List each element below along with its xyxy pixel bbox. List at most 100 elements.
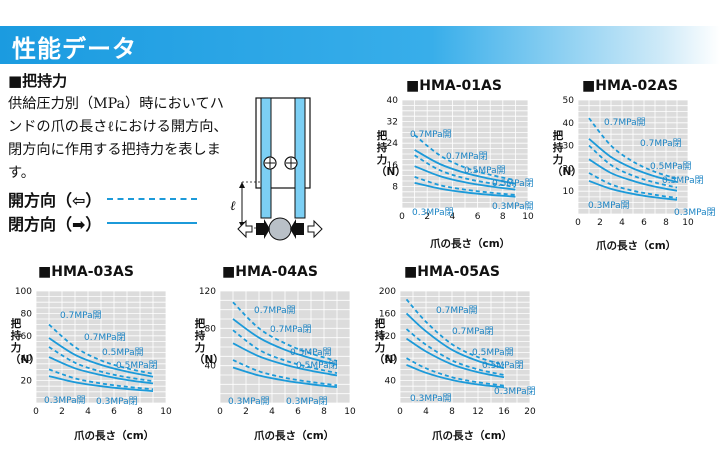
x-axis-label: 爪の長さ（cm） [254, 430, 335, 442]
legend-open: 開方向（⇦） [8, 187, 198, 211]
series-annotation: 0.5MPa閉 [296, 360, 338, 371]
chart-title-hma-01as: ■HMA-01AS [406, 78, 502, 94]
x-tick-label: 10 [682, 218, 694, 228]
y-tick-label: 20 [21, 377, 33, 387]
x-axis-label: 爪の長さ（cm） [596, 240, 677, 252]
series-line-open-05 [414, 154, 516, 188]
series-line-closed-07 [232, 318, 338, 366]
x-axis-label: 爪の長さ（cm） [74, 430, 155, 442]
series-annotation: 0.3MPa開 [492, 201, 534, 212]
x-tick-label: 20 [524, 407, 536, 417]
x-tick-label: 10 [522, 212, 534, 222]
series-annotation: 0.7MPa閉 [270, 324, 312, 335]
series-annotation: 0.7MPa開 [254, 305, 296, 316]
chart-title-hma-04as: ■HMA-04AS [222, 264, 318, 280]
y-tick-label: 80 [21, 309, 33, 319]
y-tick-label: 100 [15, 287, 32, 297]
y-tick-label: 10 [563, 187, 575, 197]
y-axis-label: 把持力（N） [552, 130, 582, 178]
series-line-open-07 [405, 298, 505, 366]
series-line-closed-03 [588, 180, 678, 201]
legend-closed-label: 閉方向（➡） [8, 215, 102, 234]
x-tick-label: 8 [321, 407, 327, 417]
series-annotation: 0.3MPa閉 [96, 396, 138, 407]
y-tick-label: 40 [563, 119, 575, 129]
series-line-open-05 [588, 144, 678, 189]
chart-title-hma-03as: ■HMA-03AS [38, 264, 134, 280]
plot-area [220, 291, 350, 403]
series-annotation: 0.3MPa閉 [674, 207, 716, 218]
x-tick-label: 2 [243, 407, 249, 417]
x-tick-label: 4 [423, 407, 429, 417]
series-line-open-07 [588, 117, 678, 180]
legend-open-line [107, 198, 198, 200]
series-annotation: 0.5MPa閉 [116, 360, 158, 371]
chart-title-hma-05as: ■HMA-05AS [404, 264, 500, 280]
plot-area [402, 100, 528, 208]
x-tick-label: 0 [575, 218, 581, 228]
x-tick-label: 4 [269, 407, 275, 417]
series-line-closed-05 [588, 158, 678, 192]
x-tick-label: 8 [663, 218, 669, 228]
x-tick-label: 4 [450, 212, 456, 222]
series-line-open-03 [232, 359, 338, 387]
series-annotation: 0.5MPa開 [102, 347, 144, 358]
y-tick-label: 50 [563, 96, 575, 106]
series-annotation: 0.3MPa閉 [412, 207, 454, 218]
series-line-open-03 [588, 172, 678, 199]
plot-area [400, 291, 530, 403]
series-annotation: 0.5MPa開 [650, 161, 692, 172]
series-line-closed-07 [48, 337, 154, 378]
legend-open-label: 開方向（⇦） [8, 191, 102, 210]
series-annotation: 0.5MPa開 [290, 347, 332, 358]
legend-closed: 閉方向（➡） [8, 211, 198, 235]
series-annotation: 0.7MPa閉 [452, 326, 494, 337]
x-tick-label: 6 [295, 407, 301, 417]
y-axis-label: 把持力（N） [374, 318, 404, 366]
x-tick-label: 0 [33, 407, 39, 417]
series-annotation: 0.3MPa閉 [494, 386, 536, 397]
series-annotation: 0.7MPa開 [410, 129, 452, 140]
x-tick-label: 0 [217, 407, 223, 417]
x-tick-label: 6 [111, 407, 117, 417]
series-line-closed-05 [48, 356, 154, 385]
y-tick-label: 80 [205, 324, 217, 334]
series-line-open-03 [414, 176, 516, 196]
series-annotation: 0.5MPa開 [472, 347, 514, 358]
y-tick-label: 120 [199, 287, 216, 297]
y-tick-label: 60 [21, 332, 33, 342]
series-line-open-07 [232, 301, 338, 362]
series-line-closed-05 [406, 337, 505, 379]
x-tick-label: 16 [498, 407, 510, 417]
series-line-closed-03 [48, 375, 154, 392]
x-tick-label: 10 [344, 407, 356, 417]
series-line-closed-07 [414, 149, 516, 185]
series-line-open-05 [405, 328, 505, 376]
series-annotation: 0.3MPa開 [228, 396, 270, 407]
series-annotation: 0.3MPa開 [410, 393, 452, 404]
series-line-closed-03 [414, 182, 516, 198]
series-line-closed-05 [414, 165, 516, 191]
y-tick-label: 40 [387, 96, 399, 106]
y-tick-label: 24 [387, 139, 399, 149]
series-annotation: 0.5MPa閉 [662, 175, 704, 186]
series-line-closed-07 [405, 312, 505, 370]
series-annotation: 0.5MPa閉 [482, 360, 524, 371]
plot-area [578, 100, 688, 214]
series-annotation: 0.7MPa閉 [446, 151, 488, 162]
section-title: ■把持力 [8, 72, 68, 90]
series-annotation: 0.7MPa開 [60, 310, 102, 321]
y-tick-label: 32 [387, 118, 398, 128]
x-tick-label: 4 [619, 218, 625, 228]
x-tick-label: 10 [160, 407, 172, 417]
legend-closed-line [107, 222, 198, 224]
series-annotation: 0.3MPa開 [44, 395, 86, 406]
series-line-closed-05 [232, 342, 338, 377]
gripper-diagram: ℓ [230, 97, 323, 241]
y-tick-label: 8 [392, 182, 398, 192]
x-axis-label: 爪の長さ（cm） [430, 238, 511, 250]
x-tick-label: 12 [472, 407, 483, 417]
length-symbol: ℓ [230, 199, 236, 214]
y-axis-label: 把持力（N） [10, 318, 40, 366]
x-tick-label: 0 [399, 212, 405, 222]
